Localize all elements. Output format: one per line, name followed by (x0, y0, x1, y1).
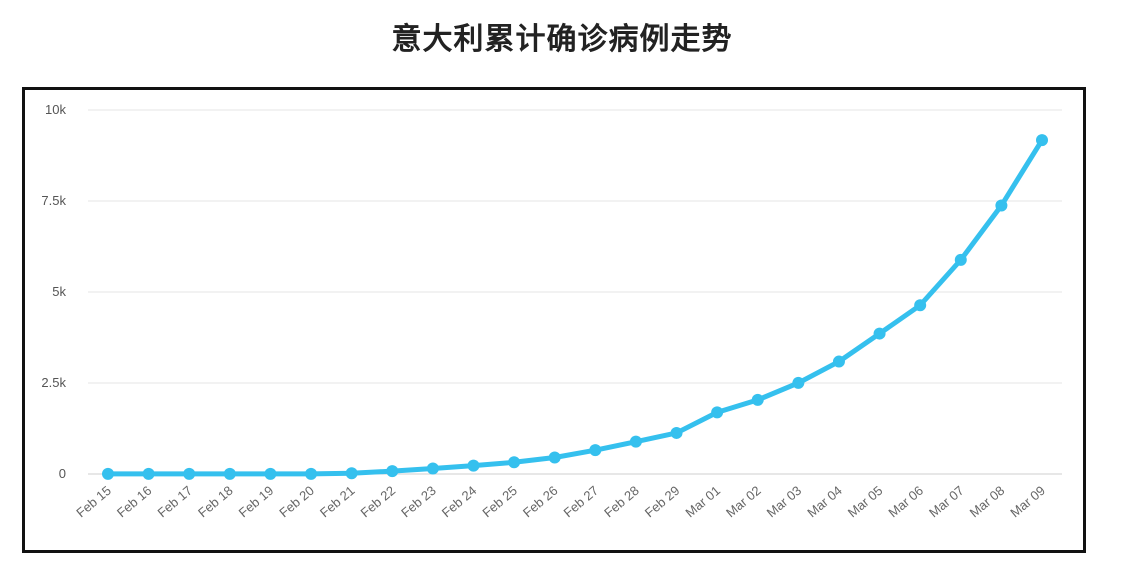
x-tick-label: Feb 19 (236, 483, 277, 521)
data-point (142, 467, 155, 480)
x-tick-label: Feb 21 (317, 483, 358, 521)
data-point (954, 253, 967, 266)
data-point (467, 459, 480, 472)
data-point (345, 467, 358, 480)
data-point (426, 462, 439, 475)
x-tick-label: Mar 05 (845, 483, 886, 521)
x-tick-label: Feb 23 (398, 483, 439, 521)
x-tick-label: Mar 03 (764, 483, 805, 521)
x-tick-label: Feb 28 (601, 483, 642, 521)
data-point (102, 467, 114, 480)
data-point (548, 451, 561, 464)
x-tick-label: Feb 29 (642, 483, 683, 521)
data-point (223, 467, 236, 480)
x-tick-label: Feb 25 (479, 483, 520, 521)
data-point (629, 435, 642, 448)
data-point (589, 444, 602, 457)
data-point (386, 465, 399, 478)
data-point (508, 456, 521, 469)
x-tick-label: Feb 26 (520, 483, 561, 521)
data-point (670, 426, 683, 439)
y-tick-label: 7.5k (41, 193, 66, 208)
data-point (264, 467, 277, 480)
x-tick-label: Feb 16 (114, 483, 155, 521)
data-point (751, 393, 764, 406)
x-tick-label: Feb 17 (154, 483, 195, 521)
x-tick-label: Mar 01 (682, 483, 723, 521)
data-point (305, 467, 318, 480)
y-tick-label: 10k (45, 102, 66, 117)
x-tick-label: Feb 22 (358, 483, 399, 521)
data-point (711, 406, 724, 419)
x-tick-label: Feb 24 (439, 483, 480, 521)
y-tick-label: 5k (52, 284, 66, 299)
x-tick-label: Mar 09 (1007, 483, 1048, 521)
x-tick-label: Mar 06 (885, 483, 926, 521)
data-point (873, 327, 886, 340)
x-tick-label: Feb 15 (73, 483, 114, 521)
x-tick-label: Mar 08 (967, 483, 1008, 521)
x-tick-label: Feb 20 (276, 483, 317, 521)
data-point (995, 199, 1008, 212)
x-tick-label: Feb 27 (561, 483, 602, 521)
data-point (914, 299, 927, 312)
data-point (183, 467, 196, 480)
x-tick-label: Feb 18 (195, 483, 236, 521)
data-point (792, 376, 805, 389)
data-point (832, 355, 845, 368)
x-tick-label: Mar 04 (804, 483, 845, 521)
x-tick-label: Mar 02 (723, 483, 764, 521)
chart-title: 意大利累计确诊病例走势 (391, 22, 733, 57)
y-tick-label: 2.5k (41, 375, 66, 390)
x-tick-label: Mar 07 (926, 483, 967, 521)
y-tick-label: 0 (59, 466, 66, 481)
data-point (1036, 134, 1048, 147)
series-line (105, 137, 1045, 477)
